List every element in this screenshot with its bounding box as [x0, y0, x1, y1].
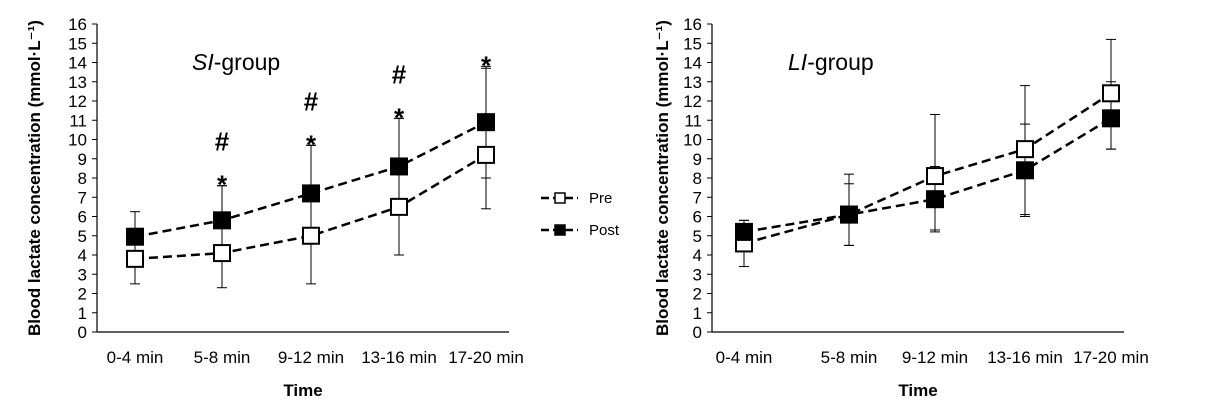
x-tick-label: 13-16 min — [987, 348, 1063, 367]
data-point-post — [735, 222, 753, 241]
x-axis-title: Time — [283, 381, 322, 400]
group-label-rest: -group — [214, 49, 280, 75]
x-tick-label: 5-8 min — [821, 348, 878, 367]
data-point-pre — [126, 249, 144, 268]
y-tick-label: 2 — [78, 285, 87, 304]
y-tick-label: 9 — [693, 150, 702, 169]
data-point-post — [1016, 161, 1034, 180]
group-label-rest: -group — [807, 49, 873, 75]
series-line-post — [743, 117, 1112, 234]
legend: Pre Post — [541, 190, 620, 239]
group-label: LI-group — [788, 49, 874, 75]
x-tick-label: 0-4 min — [716, 348, 773, 367]
y-tick-label: 0 — [78, 323, 87, 342]
legend-label-post: Post — [589, 222, 620, 239]
data-point-post — [840, 205, 858, 224]
y-tick-label: 8 — [693, 169, 702, 188]
series-line-post — [134, 121, 487, 238]
y-tick-label: 12 — [68, 92, 87, 111]
significance-hash: # — [304, 86, 319, 116]
y-tick-label: 1 — [693, 304, 702, 323]
group-label: SI-group — [192, 49, 280, 75]
x-tick-label: 0-4 min — [107, 348, 164, 367]
y-tick-label: 16 — [683, 15, 702, 34]
significance-hash: # — [392, 59, 407, 89]
y-tick-label: 3 — [693, 265, 702, 284]
y-tick-label: 15 — [68, 34, 87, 53]
y-tick-label: 13 — [68, 73, 87, 92]
data-point-post — [926, 190, 944, 209]
x-tick-label: 9-12 min — [278, 348, 344, 367]
data-point-post — [477, 113, 495, 132]
group-label-italic: LI — [788, 49, 808, 75]
x-tick-label: 13-16 min — [361, 348, 437, 367]
y-tick-label: 7 — [693, 188, 702, 207]
y-tick-label: 9 — [78, 150, 87, 169]
y-tick-label: 13 — [683, 73, 702, 92]
x-tick-label: 5-8 min — [194, 348, 251, 367]
y-tick-label: 11 — [684, 111, 702, 130]
y-tick-label: 14 — [683, 54, 702, 73]
y-tick-label: 4 — [78, 246, 87, 265]
y-tick-label: 5 — [693, 227, 702, 246]
y-tick-label: 5 — [78, 227, 87, 246]
x-tick-label: 17-20 min — [448, 348, 524, 367]
y-tick-label: 10 — [68, 131, 87, 150]
y-tick-label: 14 — [68, 54, 87, 73]
data-point-post — [302, 184, 320, 203]
y-tick-label: 2 — [693, 285, 702, 304]
data-point-pre — [1016, 140, 1034, 159]
legend-marker-post — [554, 224, 566, 236]
data-point-pre — [926, 167, 944, 186]
data-point-pre — [302, 226, 320, 245]
group-label-italic: SI — [192, 49, 214, 75]
significance-asterisk: * — [217, 170, 228, 200]
data-point-pre — [1102, 84, 1120, 103]
y-tick-label: 6 — [78, 208, 87, 227]
legend-marker-pre — [554, 192, 566, 204]
y-tick-label: 16 — [68, 15, 87, 34]
x-tick-label: 17-20 min — [1073, 348, 1149, 367]
y-tick-label: 6 — [693, 208, 702, 227]
significance-asterisk: * — [306, 129, 317, 159]
data-point-post — [126, 227, 144, 246]
y-tick-label: 11 — [69, 111, 87, 130]
legend-label-pre: Pre — [589, 190, 612, 207]
data-point-pre — [477, 145, 495, 164]
y-tick-label: 10 — [683, 131, 702, 150]
y-tick-label: 7 — [78, 188, 87, 207]
data-point-pre — [213, 244, 231, 263]
significance-asterisk: * — [481, 50, 492, 80]
data-point-post — [213, 211, 231, 230]
significance-hash: # — [215, 127, 230, 157]
y-tick-label: 4 — [693, 246, 702, 265]
y-axis-title: Blood lactate concentration (mmol·L⁻¹) — [25, 20, 44, 336]
x-axis-title: Time — [898, 381, 937, 400]
y-tick-label: 1 — [78, 304, 87, 323]
y-tick-label: 3 — [78, 265, 87, 284]
y-tick-label: 8 — [78, 169, 87, 188]
y-tick-label: 0 — [693, 323, 702, 342]
significance-asterisk: * — [394, 102, 405, 132]
y-tick-label: 12 — [683, 92, 702, 111]
x-tick-label: 9-12 min — [902, 348, 968, 367]
data-point-pre — [390, 197, 408, 216]
y-tick-label: 15 — [683, 34, 702, 53]
data-point-post — [1102, 109, 1120, 128]
data-point-post — [390, 157, 408, 176]
series-line-pre — [134, 153, 487, 261]
y-axis-title: Blood lactate concentration (mmol·L⁻¹) — [653, 20, 672, 336]
